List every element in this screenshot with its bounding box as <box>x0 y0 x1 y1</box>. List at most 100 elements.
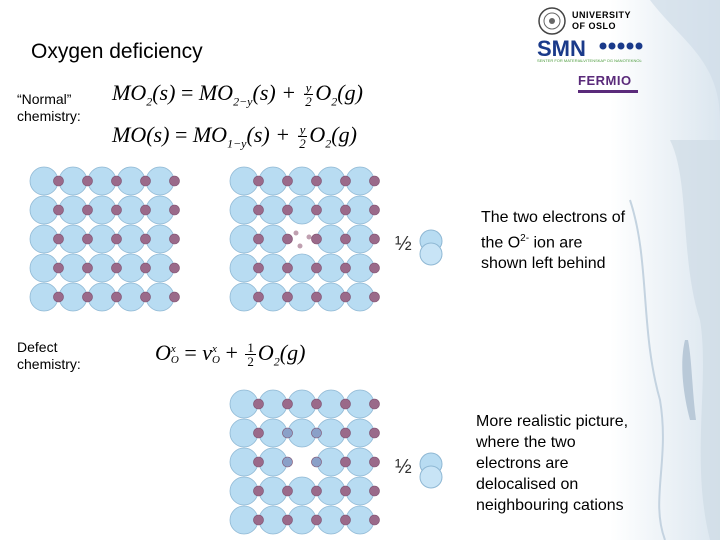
cation <box>340 514 351 526</box>
cation <box>369 485 380 497</box>
delocalised-lattice-diagram <box>229 389 380 535</box>
cation <box>140 204 151 216</box>
cation <box>53 204 64 216</box>
cation <box>253 398 264 410</box>
cation <box>369 291 380 303</box>
cation <box>311 175 322 187</box>
cation <box>369 514 380 526</box>
cation <box>369 204 380 216</box>
cation <box>111 175 122 187</box>
cation <box>340 291 351 303</box>
cation <box>369 456 380 468</box>
cation <box>282 262 293 274</box>
smn-logo: SMN SENTER FOR MATERIALVITENSKAP OG NANO… <box>537 36 643 64</box>
cation <box>82 233 93 245</box>
cation <box>340 456 351 468</box>
cation <box>311 204 322 216</box>
perfect-lattice-diagram <box>29 166 180 312</box>
cation <box>369 398 380 410</box>
cation <box>311 262 322 274</box>
cation <box>282 175 293 187</box>
cation <box>82 262 93 274</box>
cation <box>253 204 264 216</box>
cation <box>140 262 151 274</box>
cation <box>253 485 264 497</box>
cation <box>282 398 293 410</box>
cation <box>169 204 180 216</box>
reduced-cation <box>282 456 293 468</box>
note-electrons-left-behind: The two electrons of the O2- ion are sho… <box>481 209 626 273</box>
cation <box>111 233 122 245</box>
cation <box>253 291 264 303</box>
note-delocalised-electrons: More realistic picture, where the two el… <box>476 413 629 514</box>
cation <box>340 204 351 216</box>
reduced-cation <box>282 427 293 439</box>
normal-chemistry-label: “Normal” chemistry: <box>17 91 81 124</box>
electron-dot <box>293 230 299 236</box>
cation <box>311 233 322 245</box>
cation <box>340 427 351 439</box>
cation <box>111 291 122 303</box>
cation <box>340 175 351 187</box>
reduced-cation <box>311 456 322 468</box>
cation <box>53 262 64 274</box>
cation <box>53 233 64 245</box>
cation <box>340 485 351 497</box>
cation <box>53 175 64 187</box>
cation <box>169 291 180 303</box>
cation <box>169 175 180 187</box>
university-logo: UNIVERSITY OF OSLO <box>537 4 637 38</box>
cation <box>311 291 322 303</box>
cation <box>311 398 322 410</box>
smn-text: SMN <box>537 36 586 61</box>
cation <box>340 262 351 274</box>
cation <box>169 233 180 245</box>
electron-dot <box>297 243 303 249</box>
reduced-cation <box>311 427 322 439</box>
fermio-logo: FERMIO <box>578 72 638 93</box>
university-name-line1: UNIVERSITY <box>572 10 632 20</box>
cation <box>53 291 64 303</box>
oxygen-molecule-1 <box>419 229 443 266</box>
oxygen-molecule-2 <box>419 452 443 489</box>
cation <box>369 427 380 439</box>
cation <box>282 514 293 526</box>
cation <box>282 291 293 303</box>
cation <box>253 233 264 245</box>
cation <box>169 262 180 274</box>
cation <box>82 204 93 216</box>
electron-dot <box>306 234 312 240</box>
cation <box>253 175 264 187</box>
equation-normal-2: MO(s) = MO1−y(s) + y 2 O2(g) <box>112 122 357 152</box>
vacancy-lattice-diagram <box>229 166 380 312</box>
cation <box>140 233 151 245</box>
defect-chemistry-label: Defect chemistry: <box>17 339 81 372</box>
cation <box>282 485 293 497</box>
cation <box>369 262 380 274</box>
cation <box>282 233 293 245</box>
cation <box>311 514 322 526</box>
cation <box>140 175 151 187</box>
cation <box>82 291 93 303</box>
cation <box>253 514 264 526</box>
half-symbol-1: ½ <box>395 233 412 255</box>
cation <box>282 204 293 216</box>
cation <box>340 398 351 410</box>
cation <box>82 175 93 187</box>
cation <box>340 233 351 245</box>
cation <box>111 262 122 274</box>
cation <box>140 291 151 303</box>
smn-subtitle: SENTER FOR MATERIALVITENSKAP OG NANOTEKN… <box>537 58 642 63</box>
cation <box>311 485 322 497</box>
cation <box>253 262 264 274</box>
cation <box>369 233 380 245</box>
cation <box>369 175 380 187</box>
cation <box>111 204 122 216</box>
cation <box>253 456 264 468</box>
cation <box>253 427 264 439</box>
university-name-line2: OF OSLO <box>572 21 616 31</box>
university-seal-icon <box>538 7 566 35</box>
slide-title: Oxygen deficiency <box>31 40 203 63</box>
fermio-text: FERMIO <box>578 73 632 88</box>
